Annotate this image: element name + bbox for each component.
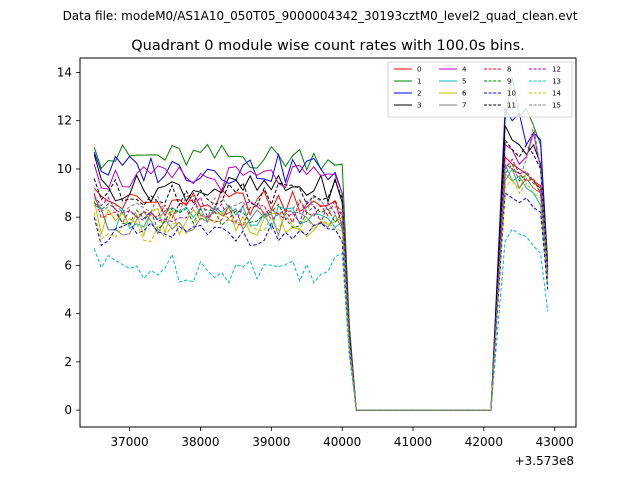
legend-label-module-12: 12 — [552, 66, 561, 74]
y-tick-label: 12 — [57, 114, 72, 128]
legend-label-module-2: 2 — [417, 90, 421, 98]
series-line-module-5 — [93, 163, 549, 411]
series-line-module-0 — [93, 155, 549, 411]
legend-label-module-14: 14 — [552, 90, 561, 98]
y-axis: 0 2 4 6 8 10 12 14 — [57, 65, 80, 417]
y-tick-label: 8 — [64, 210, 72, 224]
legend-label-module-15: 15 — [552, 102, 561, 110]
x-tick-label: 39000 — [252, 435, 290, 449]
x-tick-label: 38000 — [181, 435, 219, 449]
x-axis-offset-label: +3.573e8 — [515, 454, 574, 468]
legend-label-module-0: 0 — [417, 66, 421, 74]
plot-frame — [79, 57, 577, 428]
x-tick-label: 43000 — [536, 435, 574, 449]
legend-label-module-13: 13 — [552, 78, 561, 86]
legend-label-module-11: 11 — [507, 102, 516, 110]
x-tick-label: 42000 — [465, 435, 503, 449]
legend-label-module-4: 4 — [462, 66, 467, 74]
series-line-module-9 — [93, 163, 549, 411]
legend-label-module-10: 10 — [507, 90, 516, 98]
x-tick-label: 37000 — [111, 435, 149, 449]
y-tick-label: 6 — [64, 258, 72, 272]
x-axis: 37000 38000 39000 40000 41000 42000 43000 — [111, 427, 574, 449]
y-tick-label: 2 — [64, 355, 72, 369]
legend-label-module-3: 3 — [417, 102, 421, 110]
legend-label-module-8: 8 — [507, 66, 511, 74]
legend-label-module-9: 9 — [507, 78, 511, 86]
series-line-module-15 — [93, 125, 549, 411]
y-tick-label: 14 — [57, 65, 72, 79]
series-line-module-13 — [93, 228, 549, 411]
x-tick-label: 41000 — [394, 435, 432, 449]
chart-suptitle: Data file: modeM0/AS1A10_050T05_90000043… — [63, 9, 578, 23]
chart-title: Quadrant 0 module wise count rates with … — [131, 38, 525, 54]
plot-lines — [93, 77, 549, 411]
legend-label-module-7: 7 — [462, 102, 466, 110]
series-line-module-2 — [93, 106, 549, 411]
legend-label-module-5: 5 — [462, 78, 466, 86]
legend-label-module-1: 1 — [417, 78, 421, 86]
y-tick-label: 4 — [64, 307, 72, 321]
series-line-module-1 — [93, 77, 549, 411]
x-tick-label: 40000 — [323, 435, 361, 449]
series-line-module-8 — [93, 163, 549, 411]
legend-label-module-6: 6 — [462, 90, 467, 98]
legend-box — [387, 61, 573, 118]
y-tick-label: 0 — [64, 403, 72, 417]
series-line-module-12 — [93, 158, 549, 411]
y-tick-label: 10 — [57, 162, 72, 176]
